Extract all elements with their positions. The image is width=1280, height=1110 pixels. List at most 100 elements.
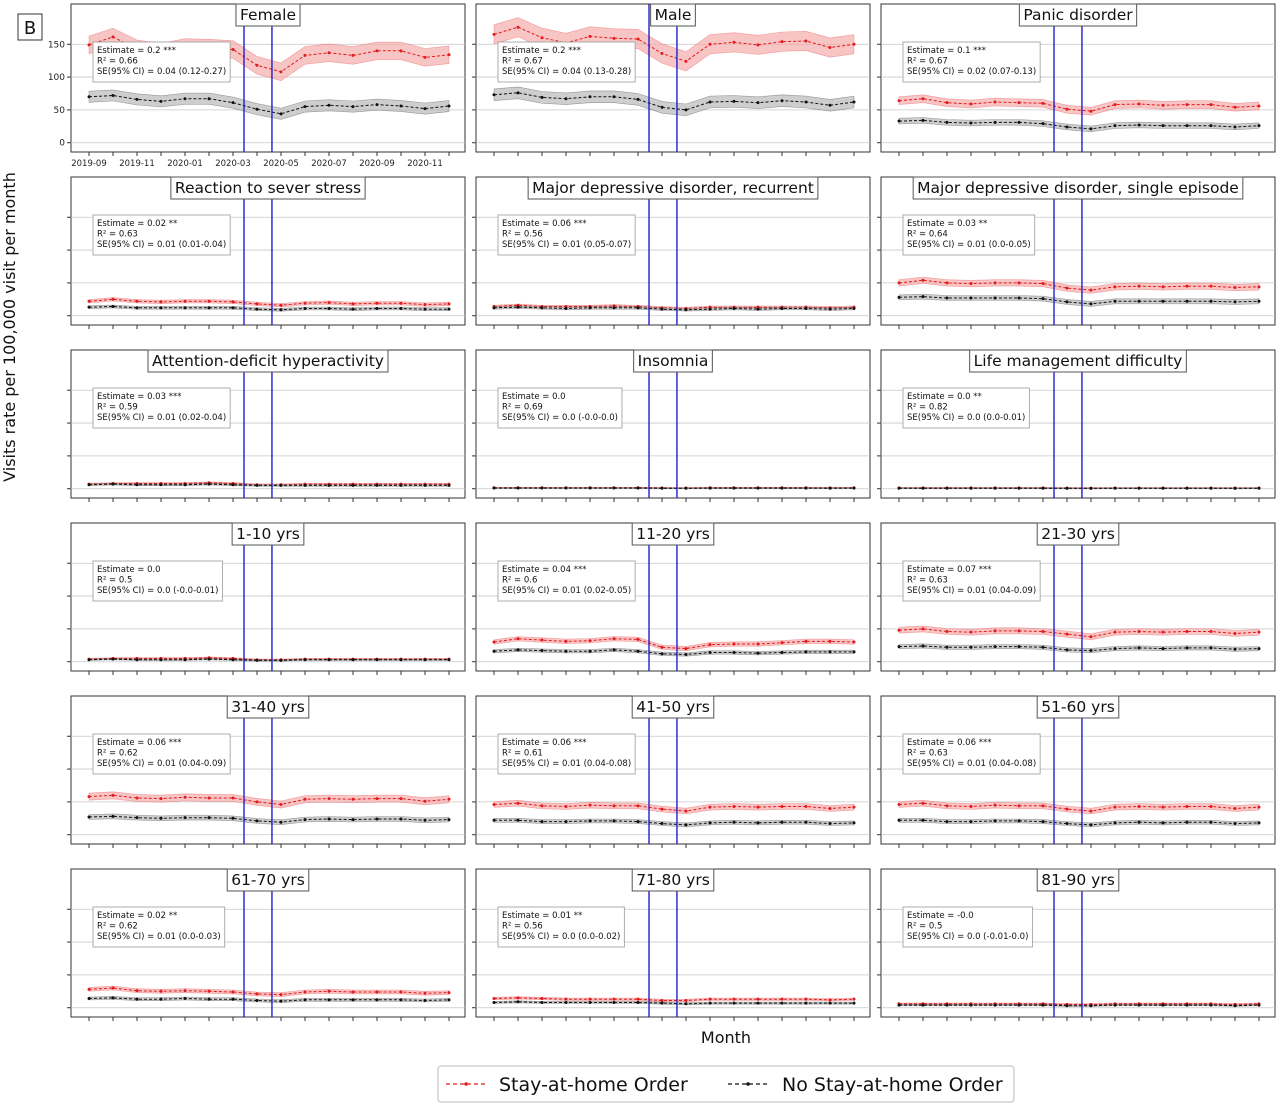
- stay-point: [829, 807, 832, 810]
- stats-line: R² = 0.6: [502, 576, 537, 586]
- nostay-point: [304, 998, 307, 1001]
- nostay-point: [1210, 821, 1213, 824]
- nostay-point: [280, 308, 283, 311]
- stay-point: [541, 639, 544, 642]
- nostay-point: [184, 97, 187, 100]
- nostay-point: [1018, 296, 1021, 299]
- stay-point: [613, 998, 616, 1001]
- nostay-point: [613, 1001, 616, 1004]
- nostay-point: [448, 658, 451, 661]
- x-tick-label: 2020-07: [311, 159, 347, 169]
- nostay-point: [733, 821, 736, 824]
- nostay-point: [565, 1001, 568, 1004]
- nostay-point: [304, 484, 307, 487]
- panel-letter: B: [24, 18, 36, 39]
- nostay-point: [829, 104, 832, 107]
- stay-point: [1234, 632, 1237, 635]
- nostay-point: [1042, 487, 1045, 490]
- nostay-point: [1234, 822, 1237, 825]
- stay-point: [517, 637, 520, 640]
- stay-point: [781, 40, 784, 43]
- stats-line: SE(95% CI) = 0.01 (0.04-0.09): [97, 759, 226, 769]
- y-tick-label: 100: [48, 73, 65, 83]
- stay-point: [733, 41, 736, 44]
- stay-point: [328, 51, 331, 54]
- nostay-point: [280, 1000, 283, 1003]
- stay-point: [304, 54, 307, 57]
- nostay-point: [493, 1001, 496, 1004]
- nostay-point: [1042, 297, 1045, 300]
- nostay-point: [136, 816, 139, 819]
- subplot-title: Male: [655, 6, 692, 24]
- stay-point: [493, 641, 496, 644]
- nostay-point: [1138, 821, 1141, 824]
- stay-point: [1138, 102, 1141, 105]
- stay-point: [1210, 285, 1213, 288]
- stats-line: SE(95% CI) = 0.01 (0.0-0.03): [97, 932, 221, 942]
- nostay-point: [184, 483, 187, 486]
- nostay-point: [853, 101, 856, 104]
- nostay-point: [304, 658, 307, 661]
- nostay-point: [184, 997, 187, 1000]
- nostay-point: [1210, 124, 1213, 127]
- stay-point: [1114, 103, 1117, 106]
- nostay-point: [709, 101, 712, 104]
- nostay-point: [709, 821, 712, 824]
- stay-point: [898, 629, 901, 632]
- stay-point: [256, 992, 259, 995]
- stats-line: Estimate = 0.0: [97, 565, 161, 575]
- nostay-point: [376, 307, 379, 310]
- stay-point: [232, 300, 235, 303]
- subplot-title: 41-50 yrs: [636, 698, 710, 716]
- nostay-point: [112, 94, 115, 97]
- stay-point: [781, 641, 784, 644]
- nostay-point: [565, 487, 568, 490]
- stay-point: [970, 805, 973, 808]
- stay-point: [1114, 631, 1117, 634]
- nostay-point: [1066, 125, 1069, 128]
- nostay-point: [757, 1002, 760, 1005]
- nostay-point: [160, 658, 163, 661]
- x-tick-label: 2020-01: [167, 159, 203, 169]
- nostay-point: [400, 817, 403, 820]
- stay-point: [946, 630, 949, 633]
- nostay-point: [448, 818, 451, 821]
- nostay-point: [256, 308, 259, 311]
- nostay-point: [994, 296, 997, 299]
- stay-point: [805, 998, 808, 1001]
- nostay-point: [922, 487, 925, 490]
- nostay-point: [256, 484, 259, 487]
- stay-point: [304, 302, 307, 305]
- stay-point: [709, 998, 712, 1001]
- stay-point: [1114, 806, 1117, 809]
- nostay-point: [160, 100, 163, 103]
- legend-nostay-label: No Stay-at-home Order: [782, 1074, 1003, 1096]
- stay-point: [685, 999, 688, 1002]
- stats-line: Estimate = 0.2 ***: [97, 46, 176, 56]
- stay-point: [1042, 630, 1045, 633]
- nostay-point: [184, 306, 187, 309]
- subplot-title: 11-20 yrs: [636, 525, 710, 543]
- nostay-point: [400, 307, 403, 310]
- stay-point: [1138, 805, 1141, 808]
- nostay-point: [970, 646, 973, 649]
- stay-point: [208, 300, 211, 303]
- nostay-point: [922, 1004, 925, 1007]
- nostay-point: [517, 487, 520, 490]
- stay-point: [424, 56, 427, 59]
- stay-point: [1042, 804, 1045, 807]
- stay-point: [1090, 110, 1093, 113]
- stay-point: [136, 300, 139, 303]
- stay-point: [517, 802, 520, 805]
- stay-point: [1138, 285, 1141, 288]
- stats-line: SE(95% CI) = 0.0 (-0.0-0.0): [502, 413, 618, 423]
- nostay-point: [661, 106, 664, 109]
- stay-point: [661, 808, 664, 811]
- nostay-point: [1258, 821, 1261, 824]
- subplot-title: 61-70 yrs: [231, 871, 305, 889]
- nostay-point: [280, 112, 283, 115]
- nostay-point: [805, 821, 808, 824]
- stay-point: [829, 46, 832, 49]
